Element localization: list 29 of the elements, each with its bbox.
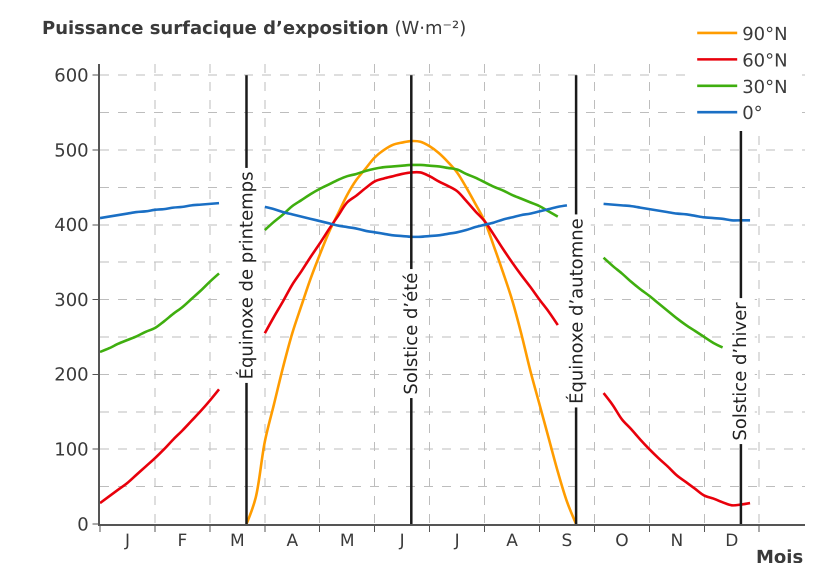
y-tick-label: 500 <box>54 140 89 162</box>
x-tick-label: M <box>230 531 245 552</box>
x-tick-label: S <box>562 531 572 552</box>
x-tick-label: A <box>506 531 518 552</box>
x-tick-label: N <box>670 531 684 552</box>
y-tick-label: 200 <box>54 364 89 386</box>
y-tick-label: 600 <box>54 66 89 87</box>
x-tick-label: J <box>454 531 460 552</box>
legend-label: 30°N <box>742 76 788 98</box>
x-axis-title: Mois <box>756 547 804 563</box>
legend-label: 60°N <box>742 50 788 72</box>
y-axis-title: Puissance surfacique d’exposition (W·m⁻²) <box>42 18 466 39</box>
x-tick-label: J <box>398 531 405 552</box>
annotation: Équinoxe de printemps <box>236 172 258 380</box>
x-tick-label: O <box>615 531 629 552</box>
annotation: Équinoxe d’automne <box>565 218 588 404</box>
x-tick-label: F <box>178 531 188 552</box>
annotation: Solstice d’été <box>401 272 422 395</box>
x-tick-label: A <box>286 531 298 552</box>
y-tick-label: 100 <box>54 440 89 460</box>
legend-label: 90°N <box>742 24 788 45</box>
annotation: Solstice d’hiver <box>730 302 752 441</box>
y-tick-label: 300 <box>54 290 89 311</box>
x-tick-label: J <box>124 531 130 552</box>
legend-label: 0° <box>742 103 763 124</box>
x-tick-label: M <box>340 531 355 552</box>
y-tick-label: 400 <box>54 215 89 236</box>
x-tick-label: D <box>725 531 738 552</box>
y-tick-label: 0 <box>77 514 89 536</box>
